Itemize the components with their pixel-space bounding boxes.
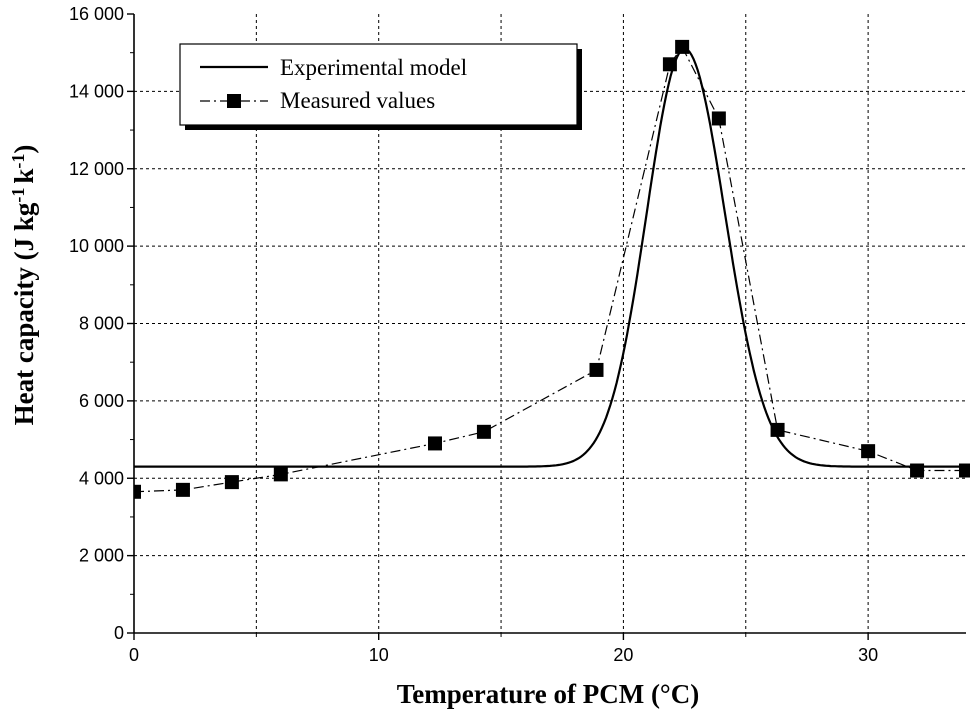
x-axis-title: Temperature of PCM (°C) [397,679,699,709]
y-axis-title-main: Heat capacity (J kg [9,202,39,425]
measured-point [959,463,970,478]
y-tick-label: 16 000 [69,4,124,24]
tick-marks [127,13,869,640]
y-tick-label: 10 000 [69,236,124,256]
measured-point [770,422,785,437]
y-axis-title-sup1: -1 [8,188,28,203]
experimental-model-line [134,47,966,468]
measured-point [675,39,690,54]
measured-point [273,467,288,482]
measured-point [662,57,677,72]
x-tick-label: 0 [129,645,139,665]
measured-markers [134,39,970,499]
y-tick-label: 0 [114,623,124,643]
y-tick-label: 14 000 [69,81,124,101]
x-tick-label: 30 [858,645,878,665]
y-axis-title-end: ) [9,145,39,154]
legend-measured-label: Measured values [280,88,435,113]
plot-area [133,39,970,499]
measured-values-line [133,45,966,493]
y-tick-label: 2 000 [79,546,124,566]
y-tick-label: 12 000 [69,159,124,179]
measured-point [175,482,190,497]
y-axis-title-mid: k [9,169,39,184]
measured-point [134,484,141,499]
legend-model-label: Experimental model [280,55,467,80]
y-tick-label: 6 000 [79,391,124,411]
y-tick-label: 8 000 [79,314,124,334]
legend-measured-marker [227,94,241,108]
measured-point [910,463,925,478]
y-axis-title-sup2: -1 [8,154,28,169]
y-axis-title: Heat capacity (J kg-1k-1) [8,145,39,426]
measured-point [476,424,491,439]
legend-box [179,43,578,126]
y-tick-label: 4 000 [79,468,124,488]
measured-point [861,444,876,459]
measured-point [711,111,726,126]
tick-labels: 0 2 000 4 000 6 000 8 000 10 000 12 000 14 000 1… [69,4,878,665]
measured-point [224,475,239,490]
measured-point [427,436,442,451]
x-tick-label: 20 [613,645,633,665]
x-tick-label: 10 [369,645,389,665]
measured-point [589,362,604,377]
legend: Experimental model Measured values [179,43,582,130]
